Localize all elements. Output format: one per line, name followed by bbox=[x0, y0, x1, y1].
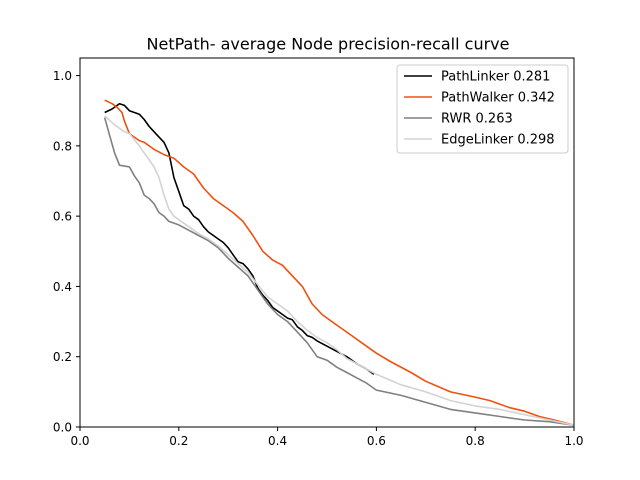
x-tick-label: 0.2 bbox=[169, 434, 188, 448]
x-tick-label: 0.8 bbox=[466, 434, 485, 448]
y-tick-label: 1.0 bbox=[53, 69, 72, 83]
x-tick-label: 1.0 bbox=[564, 434, 583, 448]
axes-layer: 0.0 0.2 0.4 0.6 0.8 1.0 0.0 0.2 0.4 0.6 0.8 1.0 bbox=[53, 57, 584, 448]
chart-title: NetPath- average Node precision-recall c… bbox=[147, 35, 510, 54]
x-tick-label: 0.6 bbox=[367, 434, 386, 448]
y-tick-label: 0.0 bbox=[53, 421, 72, 435]
y-tick-label: 0.4 bbox=[53, 280, 72, 294]
series-line-pathwalker bbox=[104, 99, 575, 426]
series-line-edgelinker bbox=[104, 115, 575, 426]
legend-label: PathLinker 0.281 bbox=[441, 70, 550, 85]
legend-label: PathWalker 0.342 bbox=[441, 91, 555, 106]
legend-label: EdgeLinker 0.298 bbox=[441, 133, 555, 148]
y-tick-label: 0.8 bbox=[53, 139, 72, 153]
x-tick-label: 0.0 bbox=[70, 434, 89, 448]
x-tick-label: 0.4 bbox=[268, 434, 287, 448]
legend-label: RWR 0.263 bbox=[441, 112, 513, 127]
y-tick-label: 0.6 bbox=[53, 210, 72, 224]
legend-box bbox=[396, 64, 569, 154]
series-layer bbox=[103, 99, 575, 426]
series-line-pathlinker bbox=[104, 102, 375, 375]
y-tick-label: 0.2 bbox=[53, 350, 72, 364]
plot-frame bbox=[79, 57, 575, 428]
series-line-rwr bbox=[103, 117, 575, 426]
legend: PathLinker 0.281 PathWalker 0.342 RWR 0.26… bbox=[396, 64, 569, 154]
